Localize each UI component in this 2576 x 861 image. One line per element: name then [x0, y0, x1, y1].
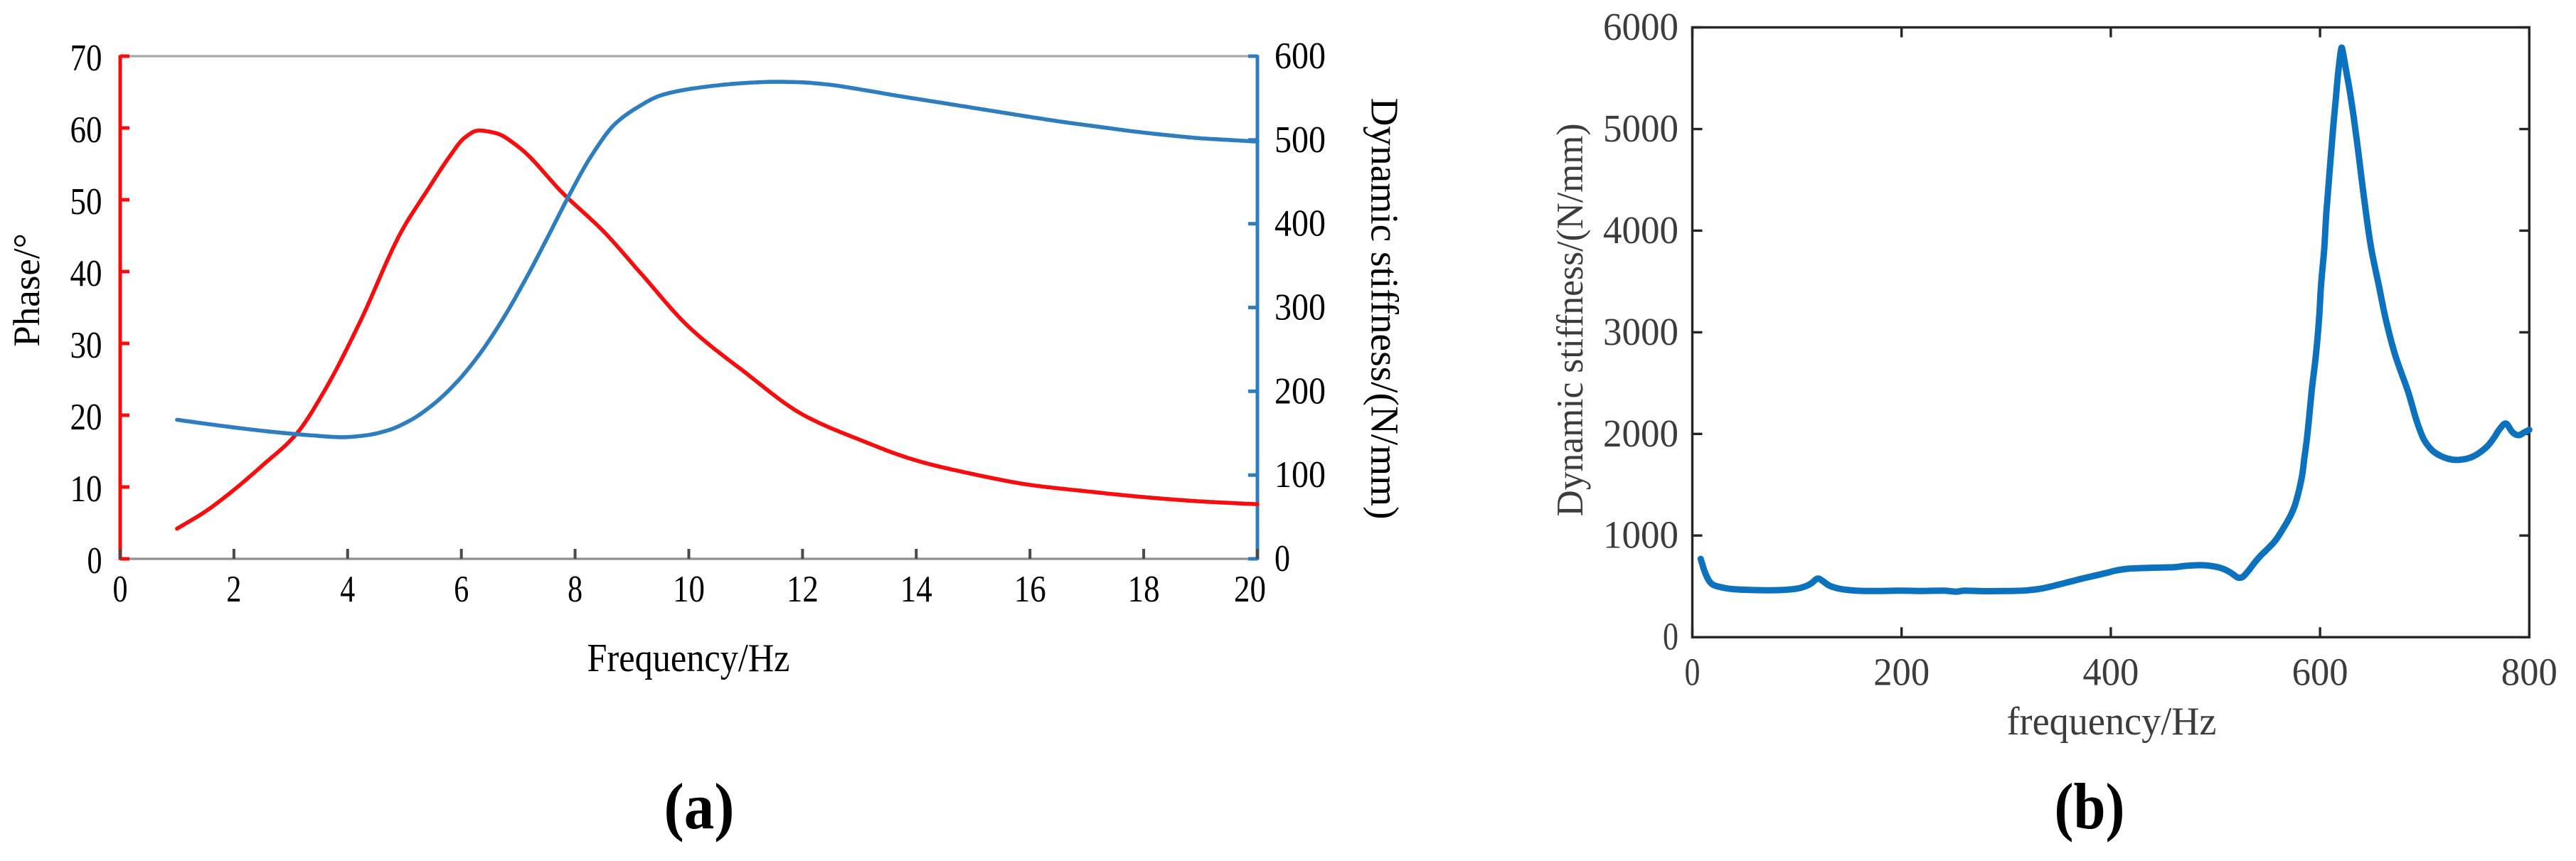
- svg-text:3000: 3000: [1603, 310, 1678, 353]
- svg-text:Dynamic stiffness/(N/mm): Dynamic stiffness/(N/mm): [1363, 98, 1406, 520]
- svg-text:400: 400: [2082, 651, 2139, 694]
- svg-text:Dynamic stiffness/(N/mm): Dynamic stiffness/(N/mm): [1550, 124, 1591, 517]
- svg-text:0: 0: [1685, 651, 1701, 694]
- svg-text:600: 600: [2292, 651, 2348, 694]
- svg-text:4: 4: [340, 569, 355, 610]
- svg-text:0: 0: [1663, 615, 1678, 658]
- svg-text:40: 40: [70, 253, 102, 294]
- svg-text:4000: 4000: [1603, 208, 1678, 252]
- svg-text:frequency/Hz: frequency/Hz: [2007, 700, 2217, 744]
- svg-text:300: 300: [1274, 287, 1326, 328]
- svg-text:800: 800: [2501, 651, 2558, 694]
- svg-text:2000: 2000: [1603, 412, 1678, 455]
- svg-text:20: 20: [1234, 569, 1266, 610]
- svg-text:600: 600: [1274, 36, 1326, 77]
- svg-text:30: 30: [70, 325, 102, 366]
- svg-text:8: 8: [568, 569, 582, 610]
- svg-text:6000: 6000: [1603, 5, 1678, 48]
- svg-text:18: 18: [1128, 569, 1160, 610]
- svg-text:6: 6: [454, 569, 469, 610]
- svg-text:5000: 5000: [1603, 107, 1678, 150]
- svg-text:12: 12: [787, 569, 819, 610]
- svg-text:10: 10: [70, 469, 102, 510]
- svg-text:200: 200: [1274, 370, 1326, 412]
- svg-text:2: 2: [226, 569, 241, 610]
- svg-text:70: 70: [70, 38, 102, 79]
- svg-text:100: 100: [1274, 454, 1326, 496]
- svg-text:500: 500: [1274, 119, 1326, 161]
- svg-text:16: 16: [1014, 569, 1046, 610]
- svg-text:14: 14: [900, 569, 932, 610]
- svg-text:(a): (a): [664, 770, 735, 843]
- svg-text:0: 0: [113, 569, 128, 610]
- svg-text:0: 0: [87, 540, 102, 582]
- svg-text:0: 0: [1274, 538, 1290, 579]
- svg-text:1000: 1000: [1603, 513, 1678, 557]
- svg-text:20: 20: [70, 397, 102, 438]
- svg-text:60: 60: [70, 109, 102, 151]
- svg-text:10: 10: [673, 569, 705, 610]
- svg-text:50: 50: [70, 181, 102, 223]
- svg-text:Frequency/Hz: Frequency/Hz: [587, 636, 790, 680]
- svg-text:Phase/°: Phase/°: [6, 233, 48, 347]
- svg-text:400: 400: [1274, 203, 1326, 245]
- svg-text:200: 200: [1873, 651, 1930, 694]
- svg-text:(b): (b): [2055, 770, 2125, 843]
